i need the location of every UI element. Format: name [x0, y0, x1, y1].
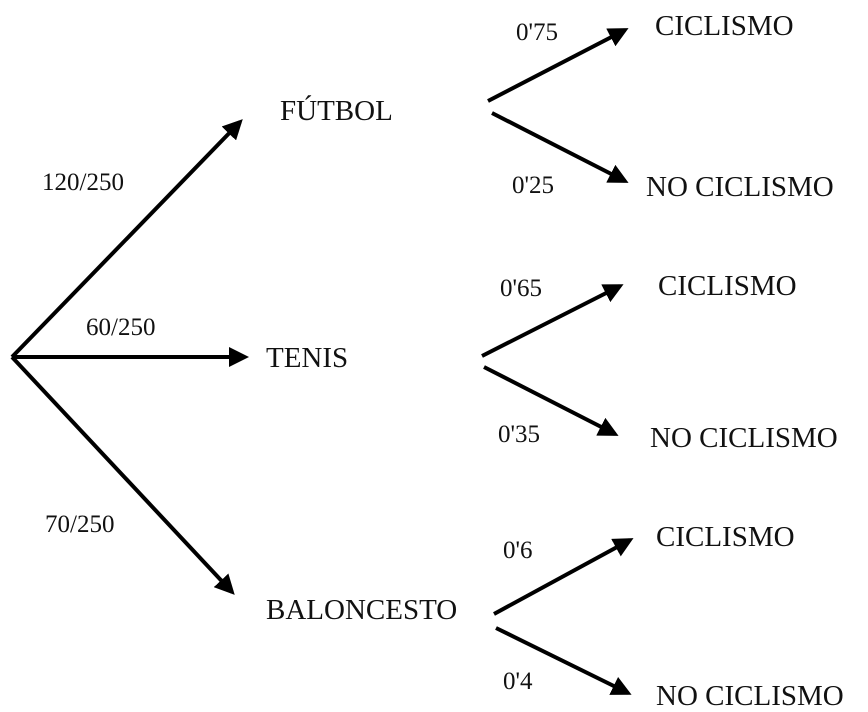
branch-tenis-no-ciclismo-arrow: [483, 365, 619, 436]
outcome-baloncesto-ciclismo: CICLISMO: [656, 521, 795, 553]
prob-tenis-no-ciclismo: 0'35: [498, 421, 540, 448]
branch-tenis-ciclismo-arrow: [481, 284, 624, 358]
outcome-tenis-ciclismo: CICLISMO: [658, 270, 797, 302]
branch-root-baloncesto-arrow: [10, 355, 235, 595]
prob-baloncesto: 70/250: [45, 511, 114, 538]
branch-root-futbol-arrow: [10, 119, 243, 359]
prob-futbol: 120/250: [42, 169, 124, 196]
outcome-tenis-no-ciclismo: NO CICLISMO: [650, 422, 838, 454]
tenis-branches: [481, 284, 624, 436]
node-tenis: TENIS: [266, 342, 348, 374]
node-baloncesto: BALONCESTO: [266, 594, 457, 626]
branch-futbol-ciclismo-arrow: [487, 28, 629, 103]
prob-tenis-ciclismo: 0'65: [500, 275, 542, 302]
branch-baloncesto-ciclismo-arrow: [493, 538, 634, 616]
root-branches: [10, 119, 249, 595]
outcome-futbol-ciclismo: CICLISMO: [655, 10, 794, 42]
outcome-futbol-no-ciclismo: NO CICLISMO: [646, 171, 834, 203]
outcome-baloncesto-no-ciclismo: NO CICLISMO: [656, 680, 844, 712]
prob-tenis: 60/250: [86, 314, 155, 341]
branch-baloncesto-no-ciclismo-arrow: [495, 626, 632, 695]
baloncesto-branches: [493, 538, 634, 695]
branch-futbol-no-ciclismo-arrow: [491, 111, 629, 183]
prob-futbol-no-ciclismo: 0'25: [512, 172, 554, 199]
node-futbol: FÚTBOL: [280, 94, 393, 127]
prob-futbol-ciclismo: 0'75: [516, 19, 558, 46]
futbol-branches: [487, 28, 629, 183]
prob-baloncesto-ciclismo: 0'6: [503, 537, 533, 564]
prob-baloncesto-no-ciclismo: 0'4: [503, 668, 533, 695]
